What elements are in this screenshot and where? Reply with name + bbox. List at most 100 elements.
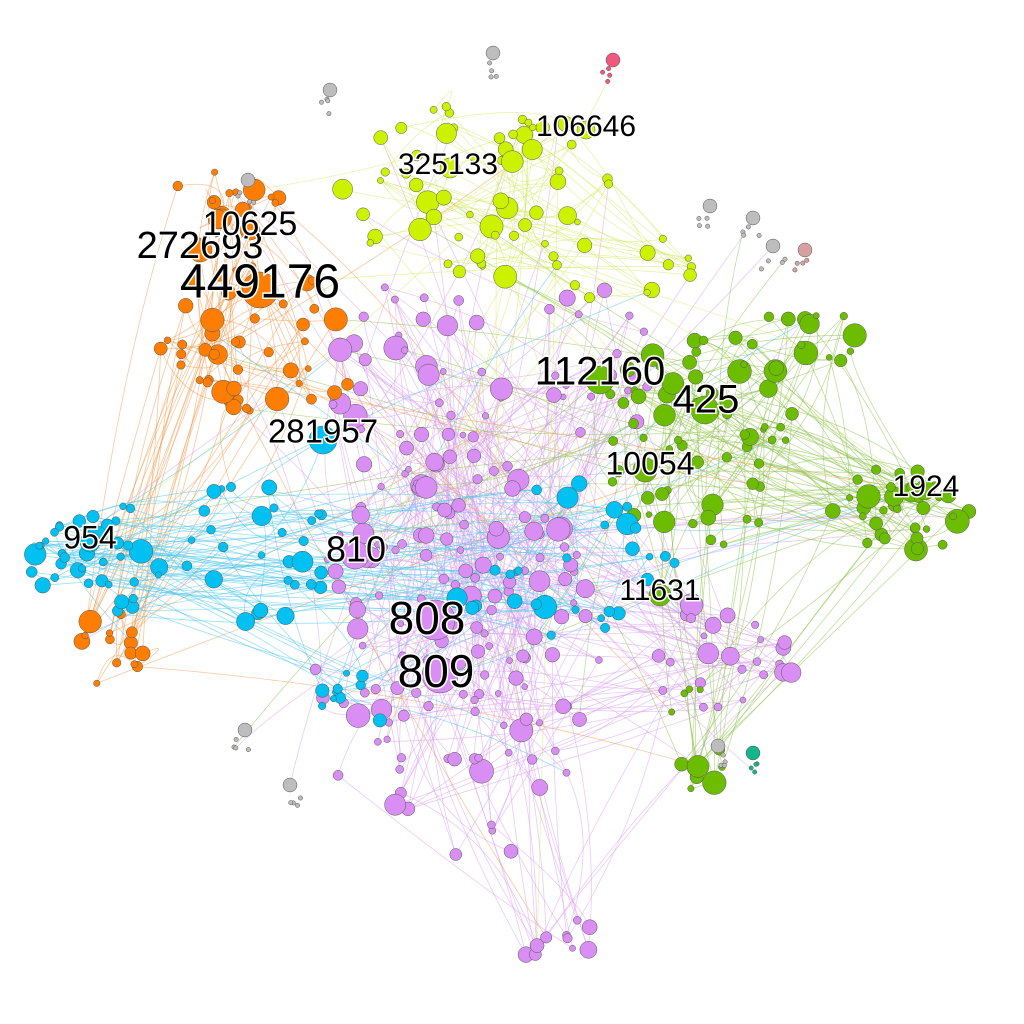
node-purple bbox=[447, 752, 462, 767]
node-green bbox=[655, 362, 664, 371]
node-purple bbox=[470, 695, 479, 705]
node-cyan bbox=[123, 540, 134, 551]
node-green bbox=[856, 484, 881, 509]
edge bbox=[45, 540, 295, 586]
node-lime bbox=[408, 218, 432, 241]
node-lime bbox=[521, 139, 543, 160]
edge bbox=[415, 692, 527, 955]
edge bbox=[282, 502, 615, 533]
edge bbox=[695, 318, 789, 353]
node-green bbox=[653, 404, 676, 427]
node-cyan bbox=[257, 551, 266, 559]
edge bbox=[315, 421, 638, 670]
node-orange bbox=[296, 317, 310, 332]
node-orange bbox=[112, 658, 122, 668]
node-lime bbox=[604, 179, 614, 189]
node-cyan bbox=[104, 580, 113, 589]
node-green bbox=[691, 347, 702, 357]
node-purple bbox=[399, 440, 414, 456]
edge bbox=[554, 289, 605, 376]
node-orange bbox=[105, 629, 114, 637]
node-gray bbox=[489, 68, 495, 74]
node-lime bbox=[356, 207, 370, 222]
node-green bbox=[739, 429, 750, 440]
edge bbox=[133, 581, 361, 686]
node-purple bbox=[470, 573, 480, 583]
node-purple bbox=[470, 621, 483, 634]
edge bbox=[501, 388, 760, 487]
node-cyan bbox=[489, 564, 501, 576]
edge bbox=[406, 173, 900, 474]
edge bbox=[401, 374, 429, 545]
edge bbox=[549, 308, 624, 404]
node-purple bbox=[737, 664, 747, 674]
node-purple bbox=[544, 304, 555, 315]
node-purple bbox=[459, 519, 469, 530]
node-orange bbox=[327, 385, 342, 400]
edge bbox=[210, 529, 381, 721]
node-orange bbox=[323, 307, 348, 332]
node-orange bbox=[282, 362, 299, 379]
edge bbox=[221, 488, 304, 544]
node-green bbox=[690, 455, 704, 469]
edge bbox=[667, 388, 769, 491]
node-lime bbox=[548, 251, 559, 262]
node-gray bbox=[237, 722, 253, 738]
node-lime bbox=[554, 166, 564, 176]
edge bbox=[533, 235, 554, 257]
node-gray bbox=[745, 224, 751, 230]
edge bbox=[482, 178, 608, 267]
edge bbox=[380, 180, 576, 286]
edge bbox=[89, 189, 255, 622]
node-purple bbox=[456, 546, 465, 554]
node-green bbox=[763, 311, 775, 322]
edge bbox=[552, 654, 592, 950]
node-purple bbox=[721, 646, 740, 666]
node-purple bbox=[340, 540, 370, 570]
node-cyan bbox=[50, 573, 60, 582]
node-purple bbox=[521, 683, 528, 690]
node-gray bbox=[782, 256, 788, 262]
node-cyan bbox=[465, 600, 480, 615]
node-purple bbox=[442, 449, 457, 464]
node-teal bbox=[745, 745, 761, 761]
node-orange bbox=[232, 266, 240, 274]
node-purple bbox=[413, 426, 430, 443]
node-orange bbox=[265, 386, 290, 412]
node-lime bbox=[576, 120, 596, 140]
node-green bbox=[776, 422, 785, 432]
node-orange bbox=[295, 379, 303, 387]
node-lime bbox=[574, 218, 581, 226]
node-green bbox=[839, 312, 848, 321]
node-purple bbox=[558, 289, 576, 307]
node-lime bbox=[425, 208, 443, 226]
node-lime bbox=[429, 105, 438, 114]
node-gray bbox=[779, 259, 785, 265]
node-purple bbox=[704, 617, 722, 634]
node-green bbox=[842, 323, 867, 348]
node-orange bbox=[249, 313, 260, 324]
node-cyan bbox=[314, 509, 323, 519]
node-gray bbox=[488, 74, 494, 80]
node-green bbox=[922, 525, 931, 533]
edge bbox=[566, 772, 584, 936]
node-cyan bbox=[283, 575, 293, 585]
node-gray bbox=[720, 752, 726, 758]
node-purple bbox=[331, 579, 346, 594]
edge bbox=[332, 404, 457, 855]
node-gray bbox=[325, 98, 331, 104]
node-purple bbox=[397, 539, 407, 549]
node-lime bbox=[411, 149, 423, 162]
node-gray bbox=[251, 199, 257, 205]
edge bbox=[459, 75, 611, 272]
node-purple bbox=[324, 556, 331, 563]
node-cyan bbox=[307, 516, 317, 525]
edge bbox=[534, 635, 705, 955]
node-orange bbox=[195, 376, 204, 385]
node-gray bbox=[756, 233, 762, 238]
node-green bbox=[661, 372, 685, 395]
edge bbox=[134, 581, 363, 677]
node-green bbox=[852, 474, 863, 485]
edge bbox=[395, 549, 568, 939]
edge bbox=[420, 144, 572, 225]
